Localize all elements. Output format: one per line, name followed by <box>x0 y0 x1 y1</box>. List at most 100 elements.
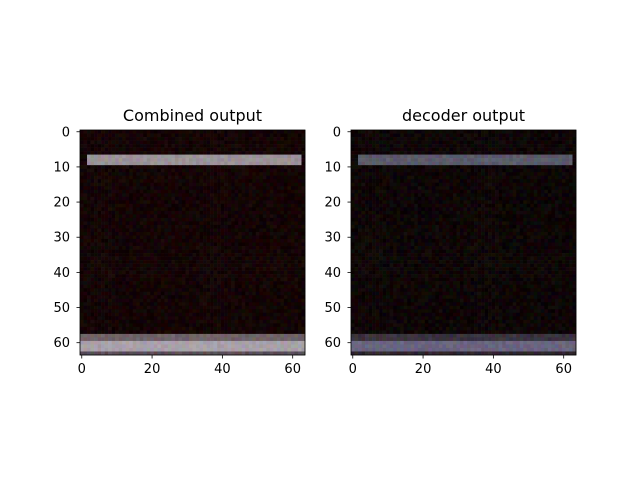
heatmap-cell <box>463 144 468 148</box>
heatmap-cell <box>160 147 165 152</box>
heatmap-cell <box>122 133 127 138</box>
heatmap-cell <box>273 189 278 194</box>
heatmap-cell <box>118 196 123 201</box>
heatmap-cell <box>174 133 179 138</box>
heatmap-cell <box>442 144 447 148</box>
heatmap-cell <box>97 207 102 212</box>
heatmap-cell <box>491 144 496 148</box>
heatmap-cell <box>101 242 105 247</box>
heatmap-cell <box>174 210 179 215</box>
heatmap-cell <box>94 277 98 282</box>
heatmap-cell <box>196 210 200 215</box>
heatmap-cell <box>178 175 183 180</box>
heatmap-cell <box>188 284 193 289</box>
heatmap-cell <box>80 246 84 250</box>
heatmap-cell <box>157 189 162 194</box>
heatmap-cell <box>276 238 281 243</box>
heatmap-cell <box>248 319 253 324</box>
heatmap-cell <box>122 256 127 261</box>
heatmap-cell <box>178 154 183 159</box>
heatmap-cell <box>185 277 190 282</box>
heatmap-cell <box>139 224 144 229</box>
heatmap-cell <box>287 228 292 233</box>
heatmap-cell <box>456 133 461 138</box>
heatmap-cell <box>227 281 232 285</box>
heatmap-cell <box>294 186 299 191</box>
heatmap-cell <box>167 147 172 152</box>
heatmap-cell <box>87 281 91 285</box>
heatmap-cell <box>262 249 267 254</box>
heatmap-cell <box>196 179 200 184</box>
heatmap-cell <box>301 137 306 141</box>
heatmap-cell <box>414 158 419 162</box>
heatmap-cell <box>199 182 204 187</box>
heatmap-cell <box>572 137 577 141</box>
heatmap-cell <box>301 305 306 310</box>
heatmap-cell <box>248 207 253 212</box>
heatmap-cell <box>294 154 299 159</box>
heatmap-cell <box>199 347 204 352</box>
heatmap-cell <box>410 175 415 180</box>
heatmap-cell <box>231 130 235 134</box>
heatmap-cell <box>210 330 214 335</box>
heatmap-cell <box>509 172 514 177</box>
heatmap-cell <box>372 130 376 134</box>
heatmap-cell <box>139 323 144 328</box>
heatmap-cell <box>523 137 528 141</box>
heatmap-cell <box>192 235 197 240</box>
heatmap-cell <box>146 179 151 184</box>
heatmap-cell <box>217 309 221 314</box>
heatmap-cell <box>132 217 137 222</box>
heatmap-cell <box>94 305 98 310</box>
heatmap-cell <box>266 260 271 264</box>
heatmap-cell <box>526 147 531 152</box>
heatmap-cell <box>203 274 207 278</box>
heatmap-cell <box>188 337 193 342</box>
heatmap-cell <box>301 175 306 180</box>
heatmap-cell <box>537 137 542 141</box>
heatmap-cell <box>245 144 250 148</box>
heatmap-cell <box>210 246 214 250</box>
heatmap-cell <box>361 161 366 166</box>
heatmap-cell <box>94 323 98 328</box>
heatmap-cell <box>477 140 482 145</box>
heatmap-cell <box>188 330 193 335</box>
heatmap-cell <box>372 161 376 166</box>
heatmap-cell <box>248 277 253 282</box>
heatmap-cell <box>101 140 105 145</box>
heatmap-cell <box>122 260 127 264</box>
heatmap-cell <box>90 214 95 219</box>
heatmap-cell <box>301 302 306 307</box>
heatmap-cell <box>111 200 116 205</box>
heatmap-cell <box>290 154 295 159</box>
heatmap-cell <box>97 242 102 247</box>
heatmap-cell <box>90 284 95 289</box>
heatmap-cell <box>255 298 260 303</box>
heatmap-cell <box>210 309 214 314</box>
heatmap-cell <box>118 207 123 212</box>
heatmap-cell <box>192 130 197 134</box>
heatmap-cell <box>428 165 433 169</box>
heatmap-cell <box>146 193 151 198</box>
heatmap-cell <box>196 154 200 159</box>
heatmap-cell <box>294 179 299 184</box>
heatmap-cell <box>283 231 288 236</box>
heatmap-cell <box>104 256 109 261</box>
heatmap-cell <box>269 217 274 222</box>
heatmap-cell <box>83 158 88 162</box>
heatmap-cell <box>206 133 211 138</box>
heatmap-cell <box>167 284 172 289</box>
heatmap-cell <box>255 189 260 194</box>
heatmap-cell <box>160 260 165 264</box>
heatmap-cell <box>188 221 193 226</box>
heatmap-cell <box>150 154 155 159</box>
heatmap-cell <box>129 316 134 321</box>
heatmap-cell <box>83 175 88 180</box>
heatmap-cell <box>129 130 134 134</box>
heatmap-cell <box>192 189 197 194</box>
heatmap-cell <box>245 172 250 177</box>
heatmap-cell <box>174 147 179 152</box>
heatmap-cell <box>266 288 271 293</box>
heatmap-cell <box>424 144 429 148</box>
heatmap-cell <box>178 235 183 240</box>
